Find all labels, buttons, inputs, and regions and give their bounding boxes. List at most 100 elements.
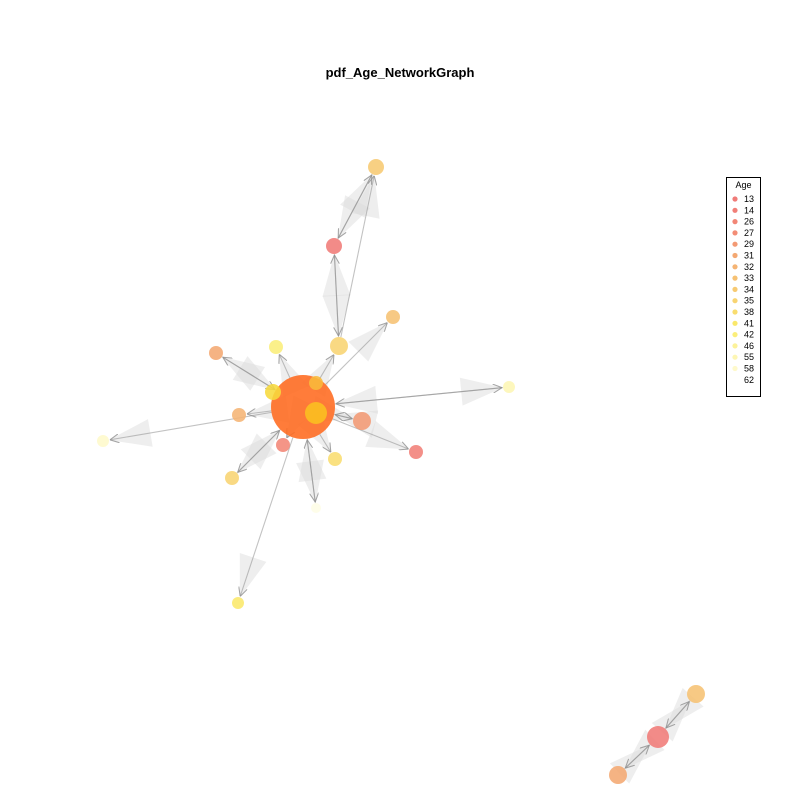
edge-arrow xyxy=(325,323,388,385)
legend-entry: 34 xyxy=(732,284,754,294)
legend-entry: 33 xyxy=(732,273,754,283)
graph-node xyxy=(687,685,705,703)
legend-entry: 38 xyxy=(732,307,754,317)
edge-halo xyxy=(322,253,351,297)
graph-node xyxy=(225,471,239,485)
hub-node xyxy=(305,402,327,424)
edges xyxy=(110,173,691,770)
edge-arrow xyxy=(624,745,650,770)
graph-node xyxy=(326,238,342,254)
legend-label: 29 xyxy=(744,239,754,249)
legend-swatch xyxy=(732,354,738,360)
edge-arrow xyxy=(332,418,409,449)
edge-halo xyxy=(298,438,327,483)
edge-arrow xyxy=(664,701,689,730)
legend-label: 58 xyxy=(744,364,754,374)
legend-swatch xyxy=(732,343,738,349)
edge-arrow xyxy=(336,387,504,404)
edge-arrow xyxy=(247,411,272,414)
legend-label: 26 xyxy=(744,217,754,227)
legend-swatch xyxy=(732,241,738,247)
graph-node xyxy=(209,346,223,360)
hub-node xyxy=(265,384,281,400)
graph-node xyxy=(353,412,371,430)
legend-entry: 62 xyxy=(732,375,754,385)
graph-node xyxy=(97,435,109,447)
edge-arrow xyxy=(318,355,334,380)
legend-swatch xyxy=(732,309,738,315)
graph-node xyxy=(232,408,246,422)
hub-node xyxy=(309,376,323,390)
edge-arrow xyxy=(340,176,374,338)
legend-swatch xyxy=(732,219,738,225)
edge-halo xyxy=(334,385,379,414)
graph-node xyxy=(409,445,423,459)
legend-swatch xyxy=(732,377,738,383)
edge-halo xyxy=(296,459,324,504)
graph-node xyxy=(269,340,283,354)
edge-halo xyxy=(239,553,267,598)
legend-entry: 35 xyxy=(732,296,754,306)
graph-node xyxy=(609,766,627,784)
legend-swatch xyxy=(732,332,738,338)
legend-swatch xyxy=(732,298,738,304)
legend-entry: 14 xyxy=(732,205,754,215)
legend-box xyxy=(726,177,761,397)
graph-node xyxy=(232,597,244,609)
legend-entry: 32 xyxy=(732,262,754,272)
legend-label: 55 xyxy=(744,352,754,362)
legend-label: 32 xyxy=(744,262,754,272)
graph-node xyxy=(647,726,669,748)
nodes xyxy=(97,159,705,784)
legend-entry: 13 xyxy=(732,194,754,204)
edge-halos xyxy=(108,174,704,784)
graph-node xyxy=(328,452,342,466)
legend-label: 33 xyxy=(744,273,754,283)
legend-swatch xyxy=(732,252,738,259)
graph-node xyxy=(503,381,515,393)
legend-entry: 42 xyxy=(732,330,754,340)
legend-label: 46 xyxy=(744,341,754,351)
legend-entry: 46 xyxy=(732,341,754,351)
edge-arrow xyxy=(335,415,354,419)
legend-label: 42 xyxy=(744,330,754,340)
legend-label: 31 xyxy=(744,251,754,261)
legend-label: 41 xyxy=(744,318,754,328)
edge-arrow xyxy=(334,255,338,338)
graph-node xyxy=(330,337,348,355)
legend-swatch xyxy=(732,286,738,292)
legend-swatch xyxy=(732,230,738,236)
edge-halo xyxy=(352,174,380,219)
legend-label: 34 xyxy=(744,284,754,294)
legend-swatch xyxy=(732,264,738,270)
legend-swatch xyxy=(732,207,738,213)
legend-label: 35 xyxy=(744,296,754,306)
edge-arrow xyxy=(287,435,288,438)
edge-halo xyxy=(322,294,351,338)
edge-arrow xyxy=(236,430,280,474)
edge-halo xyxy=(459,377,504,406)
legend-entry: 26 xyxy=(732,217,754,227)
graph-node xyxy=(311,503,321,513)
legend-entry: 31 xyxy=(732,251,754,261)
legend-entry: 58 xyxy=(732,364,754,374)
legend-swatch xyxy=(732,275,738,281)
edge-halo xyxy=(365,420,410,450)
legend-label: 38 xyxy=(744,307,754,317)
legend-entry: 27 xyxy=(732,228,754,238)
legend-entry: 29 xyxy=(732,239,754,249)
legend-entry: 55 xyxy=(732,352,754,362)
legend-swatch xyxy=(732,196,738,202)
legend-label: 14 xyxy=(744,205,754,215)
legend-entry: 41 xyxy=(732,318,754,328)
legend-title: Age xyxy=(735,180,751,190)
edge-arrow xyxy=(110,411,272,439)
edge-arrow xyxy=(221,356,275,390)
edge-arrow xyxy=(319,433,331,452)
graph-node xyxy=(386,310,400,324)
edge-arrow xyxy=(337,175,372,240)
graph-node xyxy=(276,438,290,452)
edge-halo xyxy=(108,419,153,447)
